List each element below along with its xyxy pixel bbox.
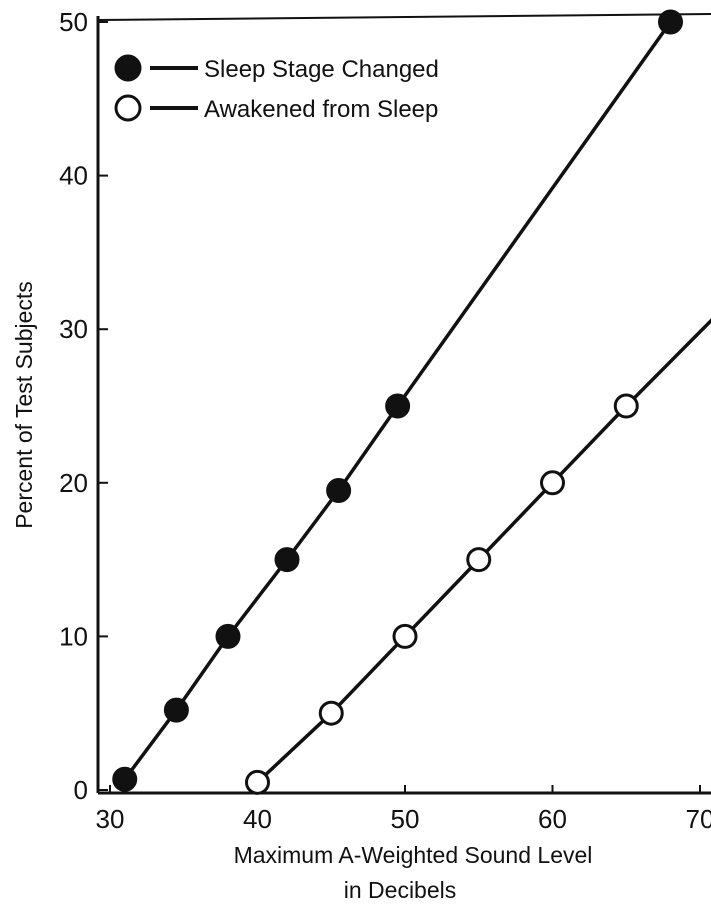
y-tick-label: 0 <box>74 775 88 805</box>
x-tick-label: 60 <box>538 804 567 834</box>
y-tick-label: 40 <box>59 161 88 191</box>
legend-filled-circle-icon <box>114 54 142 82</box>
x-tick-label: 50 <box>391 804 420 834</box>
open-circle-point <box>466 547 492 573</box>
open-circle-point <box>540 470 565 496</box>
filled-circle-point <box>658 9 683 35</box>
legend-label: Awakened from Sleep <box>204 96 438 123</box>
filled-circle-point <box>112 766 138 792</box>
filled-circle-point <box>326 477 352 503</box>
x-tick-label: 40 <box>243 804 272 834</box>
open-circle-point <box>245 769 270 795</box>
filled-circle-point <box>385 393 411 419</box>
x-tick-label: 70 <box>686 804 711 834</box>
filled-circle-point <box>163 697 189 723</box>
legend: Sleep Stage Changed Awakened from Sleep <box>114 54 439 123</box>
filled-circle-point <box>274 547 300 573</box>
open-circle-point <box>392 623 418 649</box>
filled-circle-point <box>215 623 241 649</box>
plot-top-border <box>97 13 711 21</box>
x-axis-title-line-2: in Decibels <box>344 877 457 903</box>
y-axis-title: Percent of Test Subjects <box>11 281 37 529</box>
y-tick-label: 50 <box>59 7 88 37</box>
x-axis-title-line-1: Maximum A-Weighted Sound Level <box>234 842 593 868</box>
x-tick-label: 30 <box>96 804 125 834</box>
y-tick-label: 30 <box>59 314 88 344</box>
series-markers <box>112 9 683 795</box>
y-tick-label: 10 <box>59 621 88 651</box>
open-circle-point <box>613 393 639 419</box>
y-axis-ticks: 0 10 20 30 40 50 <box>59 7 108 805</box>
open-circle-point <box>318 700 344 726</box>
y-tick-label: 20 <box>59 468 88 498</box>
legend-open-circle-icon <box>114 94 142 122</box>
x-axis-ticks: 30 40 50 60 70 <box>96 785 711 834</box>
legend-label: Sleep Stage Changed <box>204 56 439 83</box>
